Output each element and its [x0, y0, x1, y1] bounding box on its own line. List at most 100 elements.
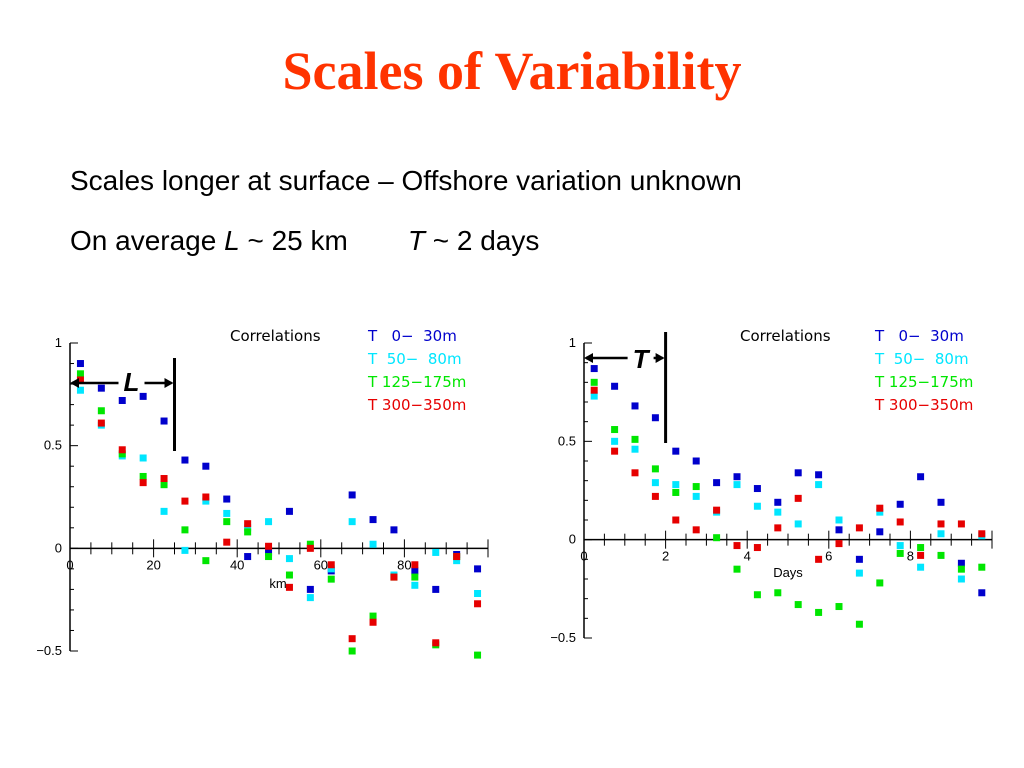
length-symbol: L	[224, 225, 240, 256]
data-point	[306, 594, 314, 602]
data-point	[139, 472, 147, 480]
average-prefix: On average	[70, 225, 225, 256]
data-point	[651, 414, 659, 422]
data-point	[774, 508, 782, 516]
data-point	[265, 548, 273, 556]
data-point	[244, 520, 252, 528]
data-point	[244, 553, 252, 561]
data-point	[713, 534, 721, 542]
data-point	[815, 555, 823, 563]
data-point	[733, 565, 741, 573]
data-point	[835, 603, 843, 611]
data-point	[306, 544, 314, 552]
data-point	[876, 528, 884, 536]
y-tick-label: 0.5	[558, 433, 576, 448]
time-value: ~ 2 days	[424, 225, 540, 256]
data-point	[327, 575, 335, 583]
scale-marker-label: T	[633, 344, 651, 374]
data-point	[244, 524, 252, 532]
subtitle-line-scales: Scales longer at surface – Offshore vari…	[70, 165, 742, 196]
data-point	[202, 557, 210, 565]
data-point	[390, 573, 398, 581]
data-point	[917, 473, 925, 481]
data-point	[631, 469, 639, 477]
data-point	[855, 555, 863, 563]
data-point	[590, 386, 598, 394]
data-point	[348, 635, 356, 643]
time-symbol: T	[407, 225, 425, 256]
data-point	[774, 589, 782, 597]
data-point	[672, 447, 680, 455]
data-point	[631, 402, 639, 410]
data-point	[692, 492, 700, 500]
data-point	[917, 544, 925, 552]
data-point	[432, 639, 440, 647]
data-point	[611, 437, 619, 445]
y-tick-label: 0	[569, 532, 576, 547]
data-point	[835, 516, 843, 524]
data-point	[118, 446, 126, 454]
chart-title: Correlations	[230, 327, 321, 345]
data-point	[76, 370, 84, 378]
data-point	[223, 509, 231, 517]
data-point	[139, 454, 147, 462]
x-tick-label: 0	[580, 549, 587, 564]
data-point	[835, 526, 843, 534]
data-point	[348, 518, 356, 526]
legend-entry: T 50− 80m	[874, 350, 969, 368]
x-tick-label: 4	[744, 549, 751, 564]
data-point	[97, 419, 105, 427]
data-point	[631, 445, 639, 453]
x-axis-label: km	[269, 576, 286, 591]
data-point	[692, 526, 700, 534]
data-point	[590, 378, 598, 386]
data-point	[917, 551, 925, 559]
x-axis-label: Days	[773, 565, 803, 580]
data-point	[692, 457, 700, 465]
legend-entry: T 50− 80m	[367, 350, 462, 368]
data-point	[285, 507, 293, 515]
data-point	[76, 386, 84, 394]
data-point	[97, 407, 105, 415]
data-point	[223, 518, 231, 526]
data-point	[348, 647, 356, 655]
data-point	[672, 488, 680, 496]
data-point	[733, 542, 741, 550]
y-tick-label: −0.5	[36, 643, 62, 658]
correlation-vs-distance-chart: −0.5 0 0.5 1 0 20 40 60 80 km Correlations T 0− 30m…	[36, 327, 489, 659]
data-point	[369, 516, 377, 524]
data-point	[118, 396, 126, 404]
data-point	[265, 542, 273, 550]
data-point	[774, 524, 782, 532]
data-point	[139, 392, 147, 400]
data-point	[611, 447, 619, 455]
data-point	[223, 538, 231, 546]
data-point	[937, 551, 945, 559]
data-point	[611, 426, 619, 434]
data-point	[474, 600, 482, 608]
data-point	[244, 528, 252, 536]
y-tick-label: 1	[569, 335, 576, 350]
data-point	[876, 508, 884, 516]
y-tick-label: 0	[55, 540, 62, 555]
data-point	[160, 475, 168, 483]
data-point	[855, 620, 863, 628]
data-point	[896, 518, 904, 526]
data-point	[651, 492, 659, 500]
data-point	[692, 483, 700, 491]
data-point	[815, 471, 823, 479]
data-point	[835, 540, 843, 548]
data-point	[733, 473, 741, 481]
data-point	[672, 516, 680, 524]
data-point	[160, 481, 168, 489]
data-point	[978, 589, 986, 597]
data-point	[453, 557, 461, 565]
x-tick-label: 6	[825, 549, 832, 564]
data-point	[978, 530, 986, 538]
data-point	[896, 500, 904, 508]
data-point	[474, 565, 482, 573]
data-point	[713, 479, 721, 487]
data-point	[285, 583, 293, 591]
data-point	[348, 491, 356, 499]
data-point	[896, 549, 904, 557]
